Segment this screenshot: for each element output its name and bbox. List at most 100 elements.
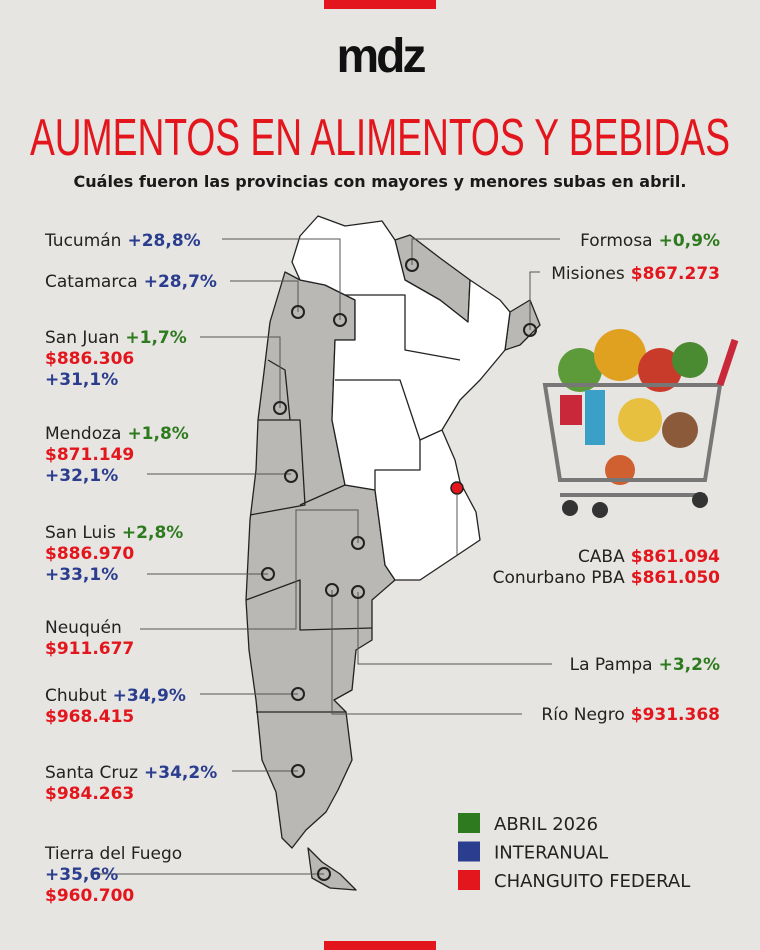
- label-line: Misiones $867.273: [551, 264, 720, 284]
- bottom-bar: [324, 941, 436, 950]
- subtitle: Cuáles fueron las provincias con mayores…: [74, 172, 687, 191]
- label-line: +35,6%: [45, 865, 118, 885]
- legend-swatch: [458, 841, 480, 862]
- label-line: Mendoza +1,8%: [45, 424, 189, 444]
- marker: [261, 567, 275, 581]
- province-value: $931.368: [631, 705, 720, 725]
- province-name: Tucumán: [44, 231, 121, 251]
- connector: [222, 238, 341, 320]
- label-line: CABA $861.094: [578, 547, 720, 567]
- label-line: $968.415: [45, 707, 134, 727]
- label-line: $886.306: [45, 349, 134, 369]
- province-value: $886.306: [45, 349, 134, 369]
- province-value: +32,1%: [45, 466, 118, 486]
- province-value: $960.700: [45, 886, 134, 906]
- map: [245, 215, 541, 891]
- connectors: [92, 238, 560, 881]
- label-line: Formosa +0,9%: [580, 231, 720, 251]
- province-name: Neuquén: [45, 618, 122, 638]
- marker: [351, 536, 365, 550]
- legend-label: INTERANUAL: [494, 843, 608, 864]
- province-value: +31,1%: [45, 370, 118, 390]
- marker: [317, 867, 331, 881]
- caba-marker: [450, 481, 464, 495]
- label-line: +33,1%: [45, 565, 118, 585]
- label-line: San Juan +1,7%: [45, 328, 187, 348]
- province-value: +28,8%: [127, 231, 200, 251]
- province-value: +0,9%: [659, 231, 720, 251]
- marker: [523, 323, 537, 337]
- title: AUMENTOS EN ALIMENTOS Y BEBIDAS: [30, 109, 730, 167]
- province-value: $867.273: [631, 264, 720, 284]
- map-border: [335, 379, 443, 441]
- label-line: $886.970: [45, 544, 134, 564]
- marker: [273, 401, 287, 415]
- province-value: +1,7%: [125, 328, 186, 348]
- map-border: [374, 440, 421, 490]
- province-value: $871.149: [45, 445, 134, 465]
- legend-swatch: [458, 813, 480, 833]
- marker: [405, 258, 419, 272]
- label-line: La Pampa +3,2%: [570, 655, 720, 675]
- legend-label: CHANGUITO FEDERAL: [494, 871, 690, 892]
- province-name: Río Negro: [541, 705, 624, 725]
- label-line: Chubut +34,9%: [45, 686, 186, 706]
- province-value: +34,9%: [113, 686, 186, 706]
- province-value: +28,7%: [144, 272, 217, 292]
- marker: [351, 585, 365, 599]
- connector: [357, 592, 552, 665]
- connector: [411, 238, 560, 265]
- province-value: $968.415: [45, 707, 134, 727]
- label-line: Conurbano PBA $861.050: [493, 568, 721, 588]
- label-line: Catamarca +28,7%: [45, 272, 217, 292]
- marker: [291, 764, 305, 778]
- province-value: +35,6%: [45, 865, 118, 885]
- label-line: Tucumán +28,8%: [44, 231, 201, 251]
- province-value: $886.970: [45, 544, 134, 564]
- label-line: $871.149: [45, 445, 134, 465]
- marker: [325, 583, 339, 597]
- top-bar: [324, 0, 436, 9]
- label-line: Tierra del Fuego: [44, 844, 182, 864]
- legend-label: ABRIL 2026: [494, 814, 598, 835]
- label-line: Neuquén: [45, 618, 122, 638]
- legend: ABRIL 2026 INTERANUAL CHANGUITO FEDERAL: [458, 813, 690, 892]
- province-value: +3,2%: [659, 655, 720, 675]
- province-name: Misiones: [551, 264, 625, 284]
- province-name: CABA: [578, 547, 625, 567]
- label-line: $960.700: [45, 886, 134, 906]
- province-name: Mendoza: [45, 424, 121, 444]
- label-line: $984.263: [45, 784, 134, 804]
- province-value: $911.677: [45, 639, 134, 659]
- map-border: [245, 579, 373, 631]
- map-border: [249, 419, 306, 516]
- province-value: +34,2%: [144, 763, 217, 783]
- connector: [331, 590, 522, 715]
- marker: [284, 469, 298, 483]
- logo: mdz: [337, 30, 426, 83]
- label-line: +32,1%: [45, 466, 118, 486]
- province-name: San Luis: [45, 523, 116, 543]
- label-line: San Luis +2,8%: [45, 523, 183, 543]
- label-line: Santa Cruz +34,2%: [45, 763, 217, 783]
- map-border: [345, 294, 461, 361]
- province-value: +2,8%: [122, 523, 183, 543]
- connector: [200, 336, 281, 408]
- label-line: +31,1%: [45, 370, 118, 390]
- cart-illustration: [542, 329, 739, 518]
- province-value: $984.263: [45, 784, 134, 804]
- label-line: Río Negro $931.368: [541, 705, 720, 725]
- province-value: +1,8%: [127, 424, 188, 444]
- province-value: $861.094: [631, 547, 720, 567]
- province-name: Chubut: [45, 686, 107, 706]
- province-value: Conurbano PBA: [493, 568, 626, 588]
- marker: [333, 313, 347, 327]
- province-name: Formosa: [580, 231, 653, 251]
- map-border: [267, 359, 291, 421]
- province-value: $861.050: [631, 568, 720, 588]
- connector: [529, 271, 540, 330]
- province-name: Tierra del Fuego: [44, 844, 182, 864]
- label-line: $911.677: [45, 639, 134, 659]
- province-name: La Pampa: [570, 655, 653, 675]
